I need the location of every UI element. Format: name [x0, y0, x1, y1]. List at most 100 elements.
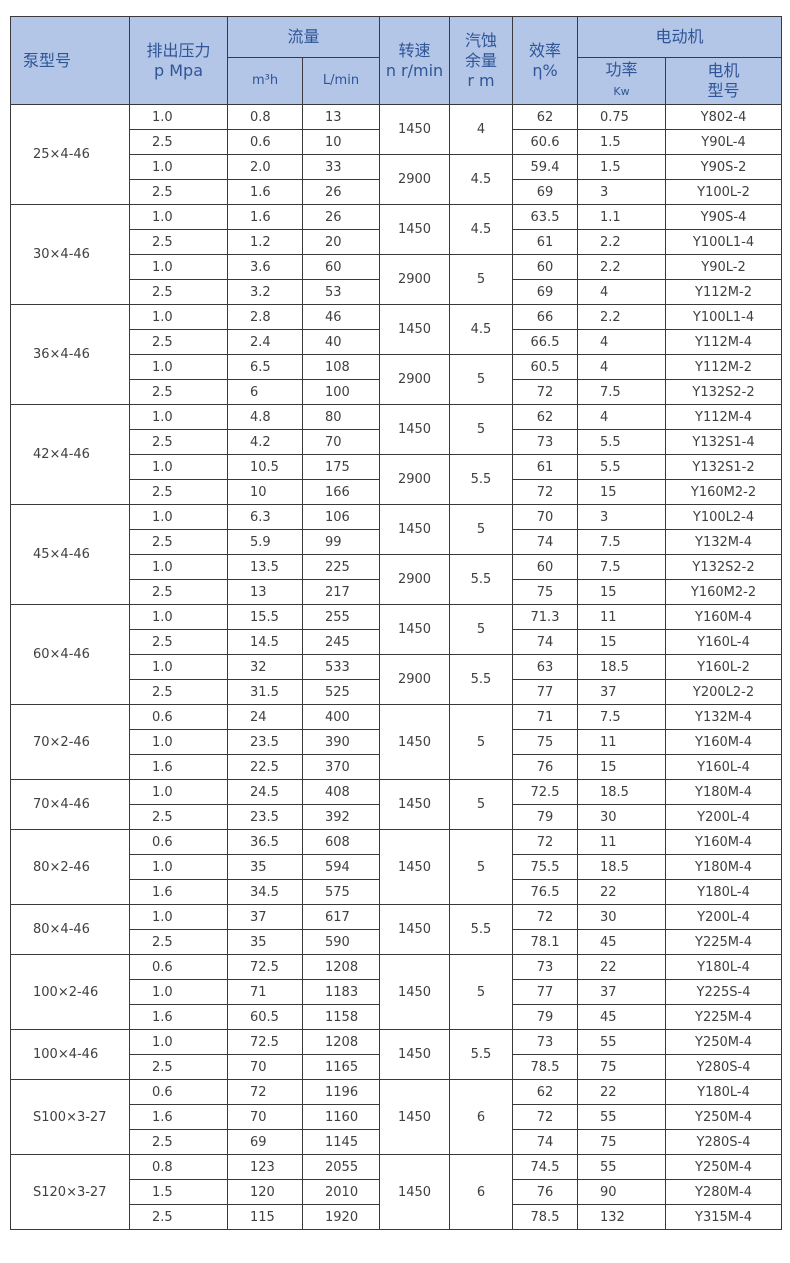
- cell-efficiency: 71: [512, 704, 578, 730]
- cell-efficiency: 77: [512, 679, 578, 705]
- cell-efficiency: 72: [512, 479, 578, 505]
- cell-power: 4: [577, 354, 666, 380]
- cell-flow-m3h: 3.2: [227, 279, 303, 305]
- header-efficiency-label: 效率: [528, 40, 561, 60]
- cell-speed: 1450: [379, 304, 450, 355]
- cell-pressure: 0.6: [129, 954, 228, 980]
- cell-flow-lmin: 1183: [302, 979, 380, 1005]
- cell-npsh: 5.5: [449, 454, 513, 505]
- cell-npsh: 5.5: [449, 554, 513, 605]
- cell-pressure: 1.0: [129, 454, 228, 480]
- cell-flow-m3h: 2.8: [227, 304, 303, 330]
- cell-motor-model: Y802-4: [665, 104, 782, 130]
- cell-flow-m3h: 22.5: [227, 754, 303, 780]
- header-motor-model-label-1: 电机: [707, 61, 740, 80]
- cell-motor-model: Y225M-4: [665, 1004, 782, 1030]
- cell-speed: 2900: [379, 254, 450, 305]
- header-npsh-label-2: 余量: [464, 50, 497, 70]
- cell-efficiency: 73: [512, 954, 578, 980]
- cell-efficiency: 62: [512, 104, 578, 130]
- cell-npsh: 5: [449, 354, 513, 405]
- cell-power: 7.5: [577, 379, 666, 405]
- cell-motor-model: Y100L-2: [665, 179, 782, 205]
- cell-motor-model: Y280S-4: [665, 1054, 782, 1080]
- header-motor: 电动机: [577, 16, 782, 58]
- cell-efficiency: 72: [512, 904, 578, 930]
- table-row: 100×2-46 0.6 72.5 1208 1450 5 73 22 Y180L-4: [10, 954, 782, 1030]
- header-pressure-label: 排出压力: [146, 40, 211, 60]
- cell-motor-model: Y315M-4: [665, 1204, 782, 1230]
- cell-npsh: 5: [449, 779, 513, 830]
- cell-flow-m3h: 13.5: [227, 554, 303, 580]
- cell-pressure: 2.5: [129, 329, 228, 355]
- cell-flow-m3h: 70: [227, 1104, 303, 1130]
- cell-flow-lmin: 2010: [302, 1179, 380, 1205]
- table-row: 25×4-46 1.0 0.8 13 1450 4 62 0.75 Y802-4: [10, 104, 782, 205]
- cell-motor-model: Y100L1-4: [665, 229, 782, 255]
- cell-power: 2.2: [577, 304, 666, 330]
- cell-efficiency: 61: [512, 454, 578, 480]
- table-row: 2.5 3.2 53 69 4 Y112M-2: [11, 279, 782, 305]
- cell-pressure: 1.0: [129, 504, 228, 530]
- cell-flow-m3h: 14.5: [227, 629, 303, 655]
- cell-flow-lmin: 390: [302, 729, 380, 755]
- cell-efficiency: 61: [512, 229, 578, 255]
- cell-pressure: 2.5: [129, 479, 228, 505]
- table-row: 1.6 60.5 1158 79 45 Y225M-4: [11, 1004, 782, 1030]
- cell-motor-model: Y112M-4: [665, 404, 782, 430]
- cell-flow-lmin: 26: [302, 179, 380, 205]
- cell-npsh: 5.5: [449, 904, 513, 955]
- cell-efficiency: 75.5: [512, 854, 578, 880]
- cell-flow-m3h: 6: [227, 379, 303, 405]
- cell-flow-m3h: 36.5: [227, 829, 303, 855]
- cell-speed: 1450: [379, 1079, 450, 1155]
- cell-flow-m3h: 120: [227, 1179, 303, 1205]
- cell-efficiency: 72: [512, 1104, 578, 1130]
- cell-speed: 2900: [379, 354, 450, 405]
- cell-motor-model: Y180L-4: [665, 1079, 782, 1105]
- cell-flow-lmin: 46: [302, 304, 380, 330]
- cell-power: 1.5: [577, 129, 666, 155]
- cell-speed: 1450: [379, 904, 450, 955]
- cell-power: 4: [577, 404, 666, 430]
- cell-power: 30: [577, 804, 666, 830]
- header-efficiency: 效率 η%: [512, 16, 578, 105]
- header-flow-lmin: L/min: [302, 57, 380, 105]
- cell-speed: 1450: [379, 404, 450, 455]
- cell-flow-lmin: 100: [302, 379, 380, 405]
- table-row: 1.6 34.5 575 76.5 22 Y180L-4: [11, 879, 782, 905]
- cell-flow-lmin: 26: [302, 204, 380, 230]
- cell-flow-m3h: 72.5: [227, 954, 303, 980]
- cell-motor-model: Y160M2-2: [665, 479, 782, 505]
- cell-pressure: 0.6: [129, 829, 228, 855]
- cell-flow-m3h: 6.3: [227, 504, 303, 530]
- cell-motor-model: Y160M-4: [665, 604, 782, 630]
- cell-flow-lmin: 166: [302, 479, 380, 505]
- cell-motor-model: Y160L-4: [665, 629, 782, 655]
- cell-flow-lmin: 40: [302, 329, 380, 355]
- cell-motor-model: Y200L-4: [665, 904, 782, 930]
- cell-speed: 1450: [379, 204, 450, 255]
- header-power-unit: Kw: [613, 85, 630, 98]
- cell-pressure: 2.5: [129, 629, 228, 655]
- cell-pressure: 1.0: [129, 1029, 228, 1055]
- cell-flow-m3h: 13: [227, 579, 303, 605]
- cell-power: 75: [577, 1054, 666, 1080]
- cell-flow-m3h: 60.5: [227, 1004, 303, 1030]
- cell-efficiency: 63.5: [512, 204, 578, 230]
- cell-speed: 1450: [379, 1029, 450, 1080]
- cell-efficiency: 63: [512, 654, 578, 680]
- cell-efficiency: 74.5: [512, 1154, 578, 1180]
- cell-motor-model: Y180L-4: [665, 954, 782, 980]
- cell-power: 30: [577, 904, 666, 930]
- table-row: 80×4-46 1.0 37 617 1450 5.5 72 30 Y200L-4: [10, 904, 782, 955]
- cell-power: 11: [577, 604, 666, 630]
- cell-power: 0.75: [577, 104, 666, 130]
- cell-power: 15: [577, 479, 666, 505]
- cell-npsh: 5: [449, 829, 513, 905]
- cell-motor-model: Y132S1-4: [665, 429, 782, 455]
- cell-motor-model: Y90L-2: [665, 254, 782, 280]
- cell-npsh: 4: [449, 104, 513, 155]
- cell-power: 55: [577, 1029, 666, 1055]
- cell-speed: 2900: [379, 154, 450, 205]
